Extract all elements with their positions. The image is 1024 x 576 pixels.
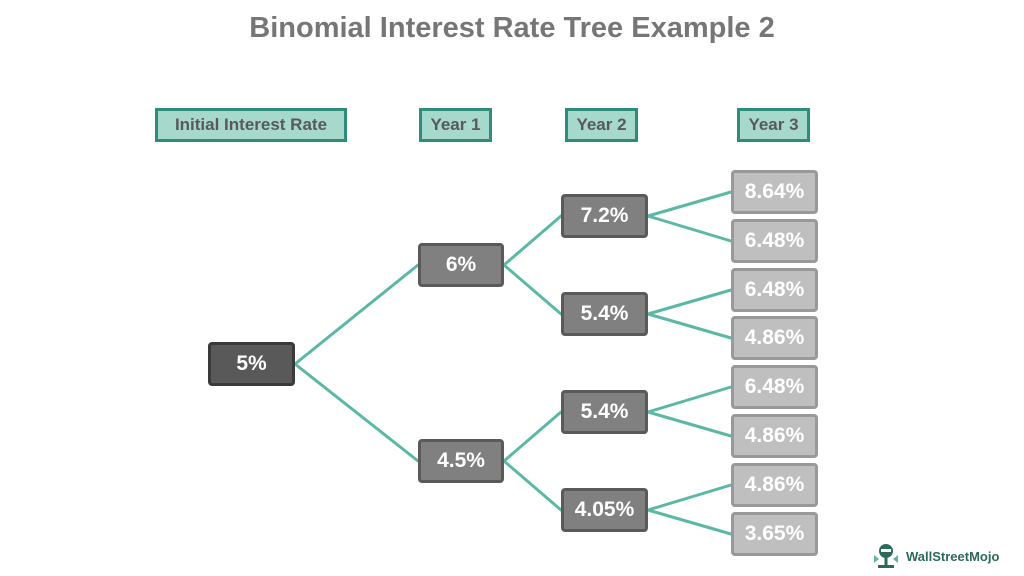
node-year3-7: 4.86%	[731, 463, 818, 507]
connector-root-y1a	[293, 263, 420, 366]
header-year-2: Year 2	[565, 108, 638, 142]
connector-y1b-y2d	[502, 459, 563, 512]
page-title: Binomial Interest Rate Tree Example 2	[249, 12, 775, 44]
wallstreetmojo-logo-icon	[874, 544, 898, 568]
brand-name: WallStreetMojo	[906, 548, 1000, 564]
header-year-3: Year 3	[737, 108, 810, 142]
node-year2-4: 4.05%	[561, 488, 648, 532]
node-initial-rate: 5%	[208, 342, 295, 386]
node-year3-6: 4.86%	[731, 414, 818, 458]
connector-y2d-y3h	[646, 508, 733, 536]
node-year3-4: 4.86%	[731, 316, 818, 360]
connector-y2a-y3b	[646, 214, 733, 243]
node-year3-8: 3.65%	[731, 512, 818, 556]
node-year3-3: 6.48%	[731, 268, 818, 312]
connector-root-y1b	[293, 362, 420, 463]
connector-y1a-y2b	[502, 263, 563, 316]
connector-y2c-y3e	[646, 385, 733, 414]
node-year3-1: 8.64%	[731, 170, 818, 214]
connector-y2b-y3d	[646, 312, 733, 340]
connector-y2c-y3f	[646, 410, 733, 438]
header-initial-interest-rate: Initial Interest Rate	[155, 108, 347, 142]
header-year-1: Year 1	[419, 108, 492, 142]
node-year3-5: 6.48%	[731, 365, 818, 409]
node-year2-1: 7.2%	[561, 194, 648, 238]
connector-y2a-y3a	[646, 190, 733, 218]
node-year2-3: 5.4%	[561, 390, 648, 434]
connector-y2b-y3c	[646, 288, 733, 316]
node-year2-2: 5.4%	[561, 292, 648, 336]
node-year3-2: 6.48%	[731, 219, 818, 263]
node-year1-down: 4.5%	[418, 439, 504, 483]
node-year1-up: 6%	[418, 243, 504, 287]
connector-y1b-y2c	[502, 410, 563, 463]
connector-y1a-y2a	[502, 214, 563, 267]
brand-logo: WallStreetMojo	[872, 543, 999, 569]
connector-y2d-y3g	[646, 483, 733, 512]
